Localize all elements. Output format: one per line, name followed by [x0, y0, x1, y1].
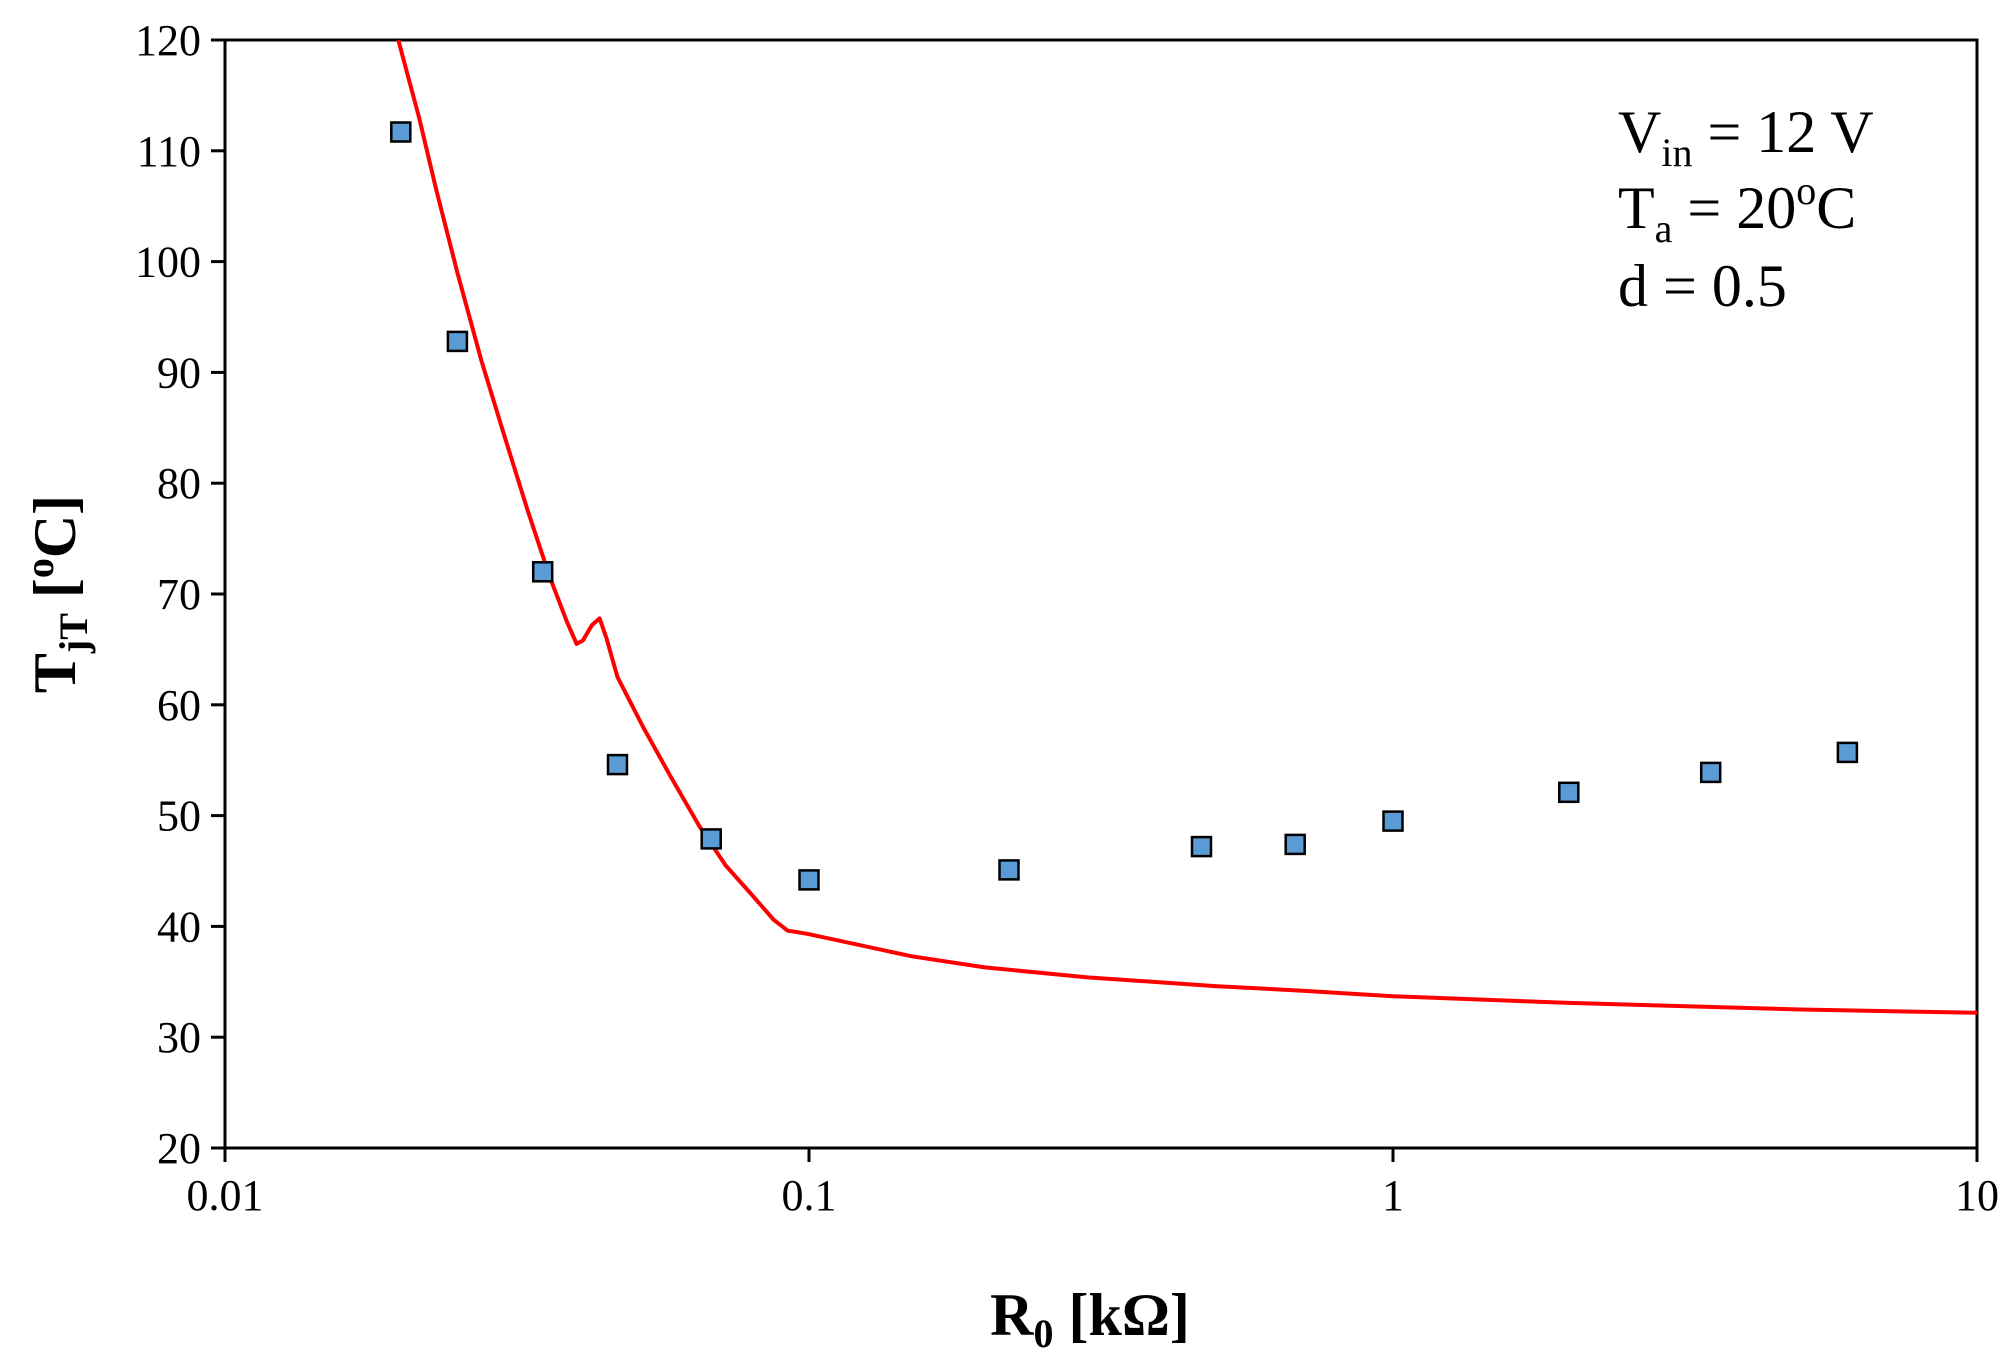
data-point-marker: [606, 753, 629, 776]
x-tick-label: 1: [1382, 1171, 1404, 1220]
annotation-ta: Ta = 20oC: [1618, 168, 1856, 251]
y-tick-label: 30: [157, 1013, 201, 1062]
x-tick-label: 10: [1955, 1171, 1999, 1220]
data-point-marker: [531, 561, 554, 583]
data-point-marker: [446, 330, 469, 353]
y-tick-label: 110: [137, 127, 201, 176]
x-tick-label: 0.1: [782, 1171, 837, 1220]
y-tick-label: 40: [157, 902, 201, 951]
data-point-marker: [1284, 833, 1306, 856]
data-point-marker: [1836, 741, 1859, 764]
annotation-vin: Vin = 12 V: [1618, 99, 1874, 175]
annotation-d: d = 0.5: [1618, 253, 1787, 319]
y-tick-label: 100: [135, 238, 201, 287]
y-tick-label: 50: [157, 792, 201, 841]
y-tick-label: 60: [157, 681, 201, 730]
y-tick-label: 20: [157, 1124, 201, 1173]
y-axis-title: TjT [oC]: [17, 495, 96, 693]
model-curve: [396, 39, 1978, 1015]
y-tick-label: 120: [135, 16, 201, 65]
y-tick-label: 80: [157, 459, 201, 508]
data-point-marker: [390, 121, 412, 143]
data-point-marker: [1558, 781, 1580, 804]
model-series: [396, 39, 1978, 1015]
y-tick-label: 70: [157, 570, 201, 619]
data-point-marker: [998, 859, 1020, 881]
data-point-marker: [798, 869, 820, 891]
data-point-marker: [1382, 810, 1404, 832]
x-tick-label: 0.01: [187, 1171, 264, 1220]
y-tick-label: 90: [157, 348, 201, 397]
measured-series: [390, 121, 1859, 891]
x-axis-title: R0 [kΩ]: [990, 1282, 1190, 1348]
data-point-marker: [1699, 761, 1722, 784]
data-point-marker: [700, 828, 722, 850]
data-point-marker: [1190, 835, 1213, 858]
